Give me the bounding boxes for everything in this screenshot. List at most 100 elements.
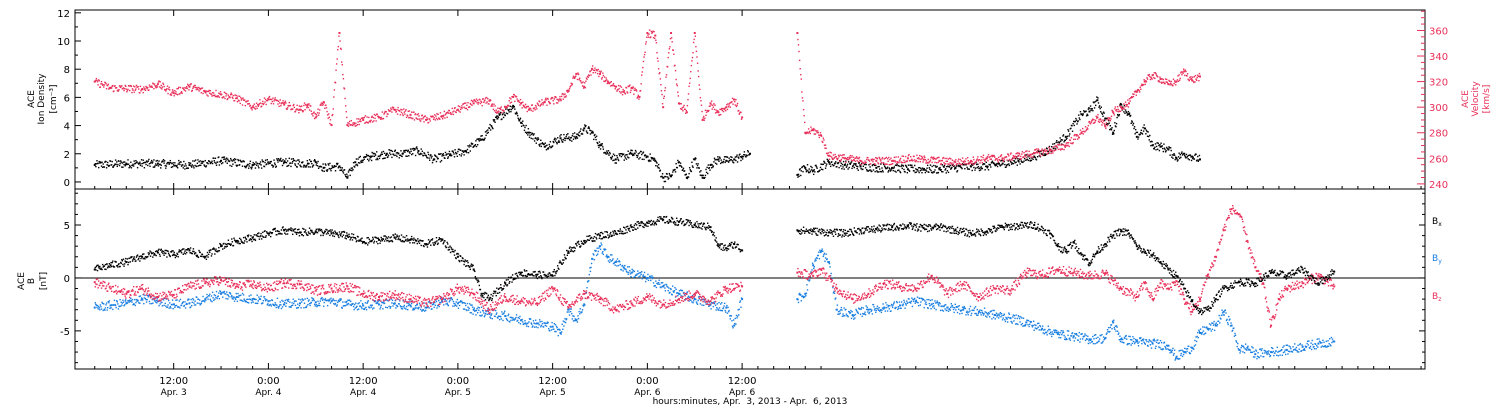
velocity-dot [539, 105, 541, 107]
ion-density-dot [862, 165, 865, 167]
ion-density-dot [1145, 133, 1147, 135]
velocity-dot [652, 36, 655, 39]
velocity-dot [163, 85, 165, 88]
by-dot [348, 299, 351, 301]
velocity-dot [1153, 77, 1155, 79]
ion-density-dot [502, 116, 505, 119]
velocity-dot [1032, 155, 1034, 158]
ion-density-dot [104, 161, 106, 163]
ion-density-dot [865, 163, 867, 166]
velocity-dot [919, 154, 921, 157]
ion-density-dot [271, 164, 274, 166]
ion-density-point [859, 165, 862, 168]
ion-density-dot [391, 156, 393, 159]
velocity-dot [381, 118, 383, 120]
ion-density-dot [1191, 157, 1194, 160]
velocity-dot [977, 156, 979, 158]
by-dot [590, 262, 593, 265]
ion-density-dot [878, 168, 881, 170]
ion-density-dot [501, 118, 503, 120]
velocity-dot [663, 97, 665, 100]
ion-density-dot [227, 158, 229, 161]
velocity-dot [1003, 158, 1006, 160]
by-dot [435, 300, 438, 303]
ion-density-dot [1035, 159, 1038, 161]
ion-density-dot [921, 172, 923, 174]
velocity-dot [460, 108, 462, 111]
by-dot [486, 313, 488, 315]
ion-density-dot [991, 161, 993, 163]
velocity-dot [347, 125, 350, 127]
ion-density-dot [1168, 146, 1170, 148]
velocity-dot [248, 102, 250, 105]
velocity-dot [1145, 81, 1148, 83]
velocity-dot [196, 86, 198, 89]
velocity-dot [1039, 153, 1041, 155]
by-dot [243, 298, 245, 300]
by-dot [611, 259, 614, 262]
velocity-dot [277, 103, 279, 105]
ion-density-dot [224, 158, 226, 160]
ion-density-dot [330, 167, 333, 170]
ion-density-dot [1082, 113, 1084, 115]
ion-density-dot [134, 162, 137, 165]
by-dot [417, 308, 420, 310]
velocity-dot [807, 132, 809, 135]
ion-density-dot [412, 147, 415, 150]
by-dot [224, 293, 227, 295]
ion-density-dot [165, 165, 168, 167]
velocity-dot [1176, 80, 1178, 83]
velocity-dot [235, 97, 237, 100]
by-dot [679, 289, 682, 291]
by-dot [598, 247, 600, 249]
by-dot [687, 296, 689, 299]
velocity-dot [1070, 142, 1072, 144]
ion-density-dot [904, 164, 907, 167]
velocity-dot [898, 160, 901, 162]
ion-density-dot [929, 168, 931, 171]
velocity-dot [310, 105, 312, 107]
ion-density-dot [1105, 123, 1108, 126]
velocity-dot [1144, 83, 1147, 86]
velocity-dot [344, 105, 347, 107]
ion-density-dot [1181, 151, 1183, 153]
velocity-axis-label-line2: Velocity [1471, 81, 1481, 117]
velocity-dot [1019, 155, 1022, 158]
velocity-dot [1148, 73, 1150, 76]
ion-density-dot [852, 164, 854, 167]
ion-density-dot [170, 166, 173, 169]
ion-density-dot [1067, 128, 1069, 131]
by-dot [713, 301, 715, 303]
by-dot [321, 299, 324, 301]
by-dot [260, 295, 262, 298]
velocity-dot [612, 82, 615, 85]
by-dot [395, 307, 397, 309]
velocity-dot [961, 163, 963, 166]
by-point [330, 300, 333, 303]
velocity-dot [938, 156, 940, 159]
ion-density-dot [430, 154, 432, 156]
by-dot [472, 313, 474, 315]
ion-density-dot [412, 153, 414, 155]
velocity-dot [218, 96, 221, 98]
velocity-dot [209, 92, 211, 94]
ion-density-dot [594, 133, 596, 136]
velocity-dot [562, 98, 565, 100]
ion-density-dot [444, 157, 446, 159]
velocity-dot [813, 133, 815, 135]
velocity-dot [412, 117, 414, 120]
by-dot [511, 319, 514, 321]
by-dot [705, 303, 707, 305]
by-dot [125, 299, 127, 301]
bottom-panel-series [93, 205, 1336, 361]
velocity-dot [179, 86, 182, 89]
velocity-point [875, 159, 878, 162]
velocity-dot [1195, 78, 1197, 80]
by-dot [535, 319, 537, 321]
by-dot [505, 317, 508, 320]
velocity-dot [448, 109, 451, 112]
velocity-dot [881, 158, 883, 160]
velocity-dot [223, 91, 226, 94]
by-dot [305, 306, 307, 309]
ion-density-dot [157, 165, 160, 167]
